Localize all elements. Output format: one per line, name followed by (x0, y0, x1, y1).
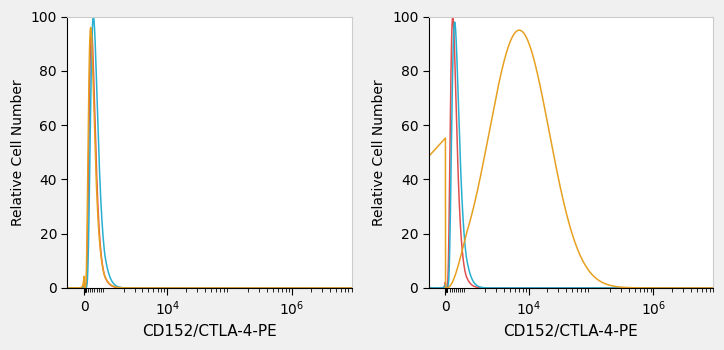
Y-axis label: Relative Cell Number: Relative Cell Number (11, 79, 25, 226)
X-axis label: CD152/CTLA-4-PE: CD152/CTLA-4-PE (142, 324, 277, 339)
Y-axis label: Relative Cell Number: Relative Cell Number (372, 79, 387, 226)
X-axis label: CD152/CTLA-4-PE: CD152/CTLA-4-PE (503, 324, 638, 339)
